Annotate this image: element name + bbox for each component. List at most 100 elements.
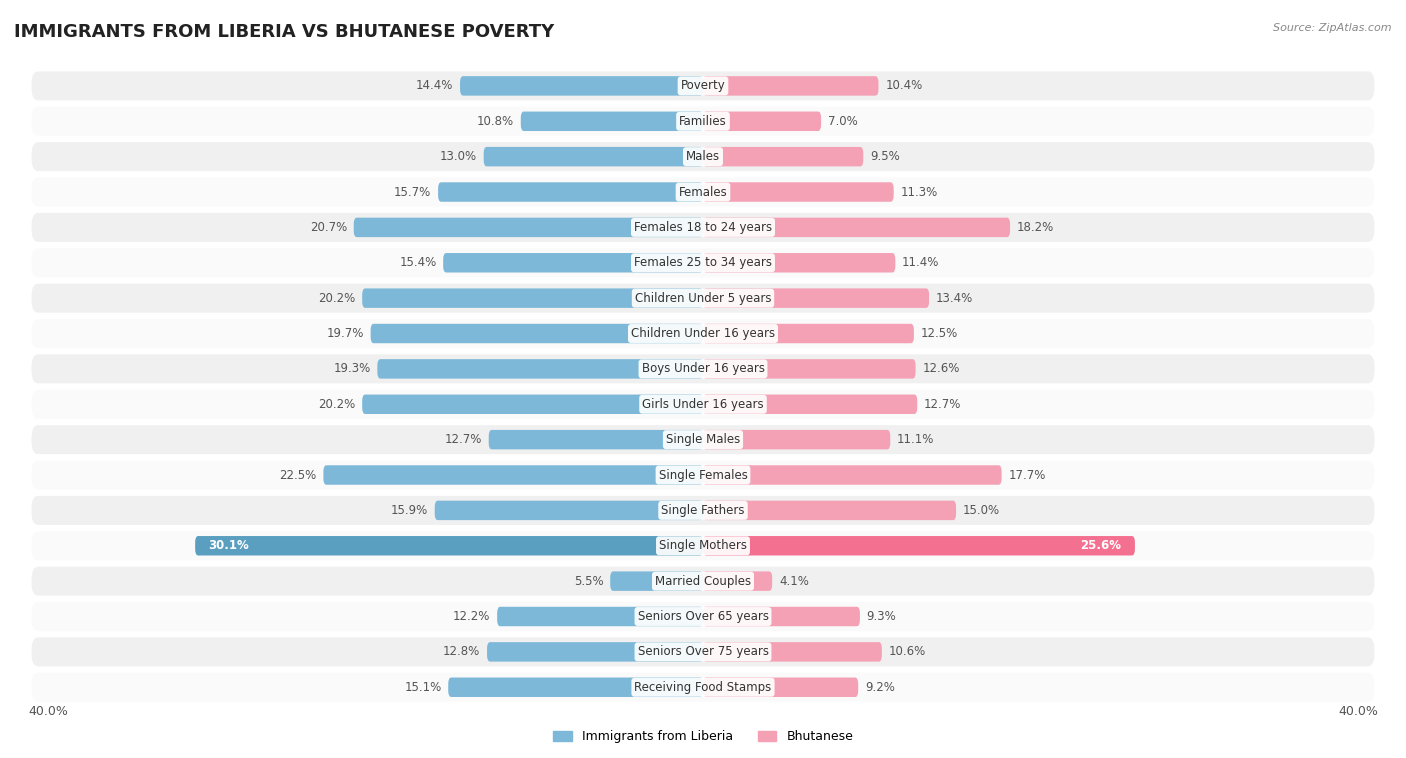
FancyBboxPatch shape	[703, 606, 860, 626]
Text: Seniors Over 65 years: Seniors Over 65 years	[637, 610, 769, 623]
Text: 5.5%: 5.5%	[574, 575, 603, 587]
FancyBboxPatch shape	[377, 359, 703, 379]
FancyBboxPatch shape	[31, 425, 1375, 454]
Text: 15.1%: 15.1%	[405, 681, 441, 694]
FancyBboxPatch shape	[439, 183, 703, 202]
Text: Females: Females	[679, 186, 727, 199]
Text: 19.7%: 19.7%	[326, 327, 364, 340]
Text: 13.4%: 13.4%	[936, 292, 973, 305]
Text: 9.5%: 9.5%	[870, 150, 900, 163]
FancyBboxPatch shape	[31, 602, 1375, 631]
FancyBboxPatch shape	[703, 465, 1001, 485]
FancyBboxPatch shape	[31, 390, 1375, 418]
FancyBboxPatch shape	[31, 107, 1375, 136]
FancyBboxPatch shape	[31, 249, 1375, 277]
Text: Single Males: Single Males	[666, 433, 740, 446]
Text: Females 18 to 24 years: Females 18 to 24 years	[634, 221, 772, 234]
FancyBboxPatch shape	[31, 283, 1375, 312]
Text: 10.4%: 10.4%	[886, 80, 922, 92]
Text: Males: Males	[686, 150, 720, 163]
FancyBboxPatch shape	[31, 461, 1375, 490]
Text: 30.1%: 30.1%	[208, 539, 249, 553]
FancyBboxPatch shape	[31, 213, 1375, 242]
Text: Children Under 5 years: Children Under 5 years	[634, 292, 772, 305]
FancyBboxPatch shape	[703, 501, 956, 520]
Text: Single Females: Single Females	[658, 468, 748, 481]
Text: Receiving Food Stamps: Receiving Food Stamps	[634, 681, 772, 694]
FancyBboxPatch shape	[31, 319, 1375, 348]
FancyBboxPatch shape	[31, 496, 1375, 525]
FancyBboxPatch shape	[498, 606, 703, 626]
FancyBboxPatch shape	[31, 673, 1375, 702]
Text: 20.2%: 20.2%	[318, 292, 356, 305]
FancyBboxPatch shape	[486, 642, 703, 662]
Text: 25.6%: 25.6%	[1080, 539, 1122, 553]
Text: 9.3%: 9.3%	[866, 610, 897, 623]
FancyBboxPatch shape	[443, 253, 703, 273]
Text: 10.8%: 10.8%	[477, 114, 515, 128]
Text: 15.7%: 15.7%	[394, 186, 432, 199]
Text: Single Fathers: Single Fathers	[661, 504, 745, 517]
FancyBboxPatch shape	[703, 147, 863, 167]
FancyBboxPatch shape	[460, 76, 703, 96]
FancyBboxPatch shape	[610, 572, 703, 591]
FancyBboxPatch shape	[489, 430, 703, 449]
Legend: Immigrants from Liberia, Bhutanese: Immigrants from Liberia, Bhutanese	[553, 730, 853, 744]
Text: Boys Under 16 years: Boys Under 16 years	[641, 362, 765, 375]
Text: 19.3%: 19.3%	[333, 362, 371, 375]
Text: 40.0%: 40.0%	[1339, 705, 1378, 718]
Text: 12.6%: 12.6%	[922, 362, 960, 375]
FancyBboxPatch shape	[703, 359, 915, 379]
Text: 15.0%: 15.0%	[963, 504, 1000, 517]
FancyBboxPatch shape	[703, 218, 1010, 237]
Text: Children Under 16 years: Children Under 16 years	[631, 327, 775, 340]
Text: 12.7%: 12.7%	[924, 398, 962, 411]
Text: 12.7%: 12.7%	[444, 433, 482, 446]
Text: 11.3%: 11.3%	[900, 186, 938, 199]
Text: Females 25 to 34 years: Females 25 to 34 years	[634, 256, 772, 269]
FancyBboxPatch shape	[323, 465, 703, 485]
FancyBboxPatch shape	[703, 395, 917, 414]
FancyBboxPatch shape	[703, 183, 894, 202]
Text: 12.8%: 12.8%	[443, 645, 481, 659]
FancyBboxPatch shape	[363, 289, 703, 308]
Text: 9.2%: 9.2%	[865, 681, 894, 694]
FancyBboxPatch shape	[31, 177, 1375, 206]
Text: 14.4%: 14.4%	[416, 80, 453, 92]
Text: 18.2%: 18.2%	[1017, 221, 1054, 234]
FancyBboxPatch shape	[31, 567, 1375, 596]
FancyBboxPatch shape	[449, 678, 703, 697]
FancyBboxPatch shape	[703, 572, 772, 591]
FancyBboxPatch shape	[31, 355, 1375, 384]
FancyBboxPatch shape	[703, 536, 1135, 556]
FancyBboxPatch shape	[31, 71, 1375, 100]
Text: 13.0%: 13.0%	[440, 150, 477, 163]
Text: 4.1%: 4.1%	[779, 575, 808, 587]
FancyBboxPatch shape	[703, 111, 821, 131]
Text: 10.6%: 10.6%	[889, 645, 925, 659]
Text: 12.5%: 12.5%	[921, 327, 957, 340]
Text: IMMIGRANTS FROM LIBERIA VS BHUTANESE POVERTY: IMMIGRANTS FROM LIBERIA VS BHUTANESE POV…	[14, 23, 554, 41]
Text: 11.1%: 11.1%	[897, 433, 935, 446]
FancyBboxPatch shape	[31, 143, 1375, 171]
FancyBboxPatch shape	[31, 531, 1375, 560]
FancyBboxPatch shape	[195, 536, 703, 556]
Text: 20.7%: 20.7%	[309, 221, 347, 234]
FancyBboxPatch shape	[703, 289, 929, 308]
FancyBboxPatch shape	[371, 324, 703, 343]
Text: Poverty: Poverty	[681, 80, 725, 92]
FancyBboxPatch shape	[703, 642, 882, 662]
Text: 7.0%: 7.0%	[828, 114, 858, 128]
Text: Married Couples: Married Couples	[655, 575, 751, 587]
Text: Girls Under 16 years: Girls Under 16 years	[643, 398, 763, 411]
Text: Single Mothers: Single Mothers	[659, 539, 747, 553]
FancyBboxPatch shape	[703, 430, 890, 449]
FancyBboxPatch shape	[31, 637, 1375, 666]
FancyBboxPatch shape	[363, 395, 703, 414]
Text: Families: Families	[679, 114, 727, 128]
FancyBboxPatch shape	[703, 253, 896, 273]
Text: 12.2%: 12.2%	[453, 610, 491, 623]
FancyBboxPatch shape	[703, 76, 879, 96]
FancyBboxPatch shape	[484, 147, 703, 167]
Text: 20.2%: 20.2%	[318, 398, 356, 411]
